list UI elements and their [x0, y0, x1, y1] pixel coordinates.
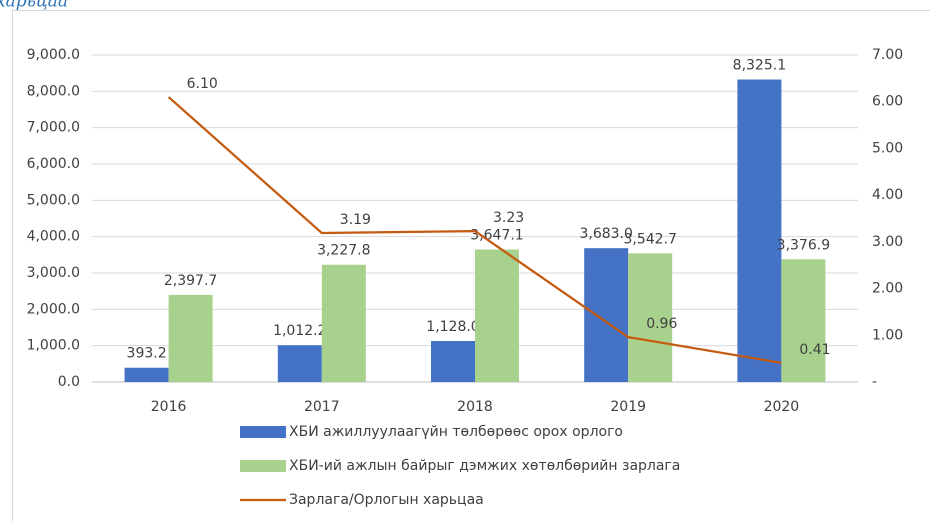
- x-tick-label: 2019: [610, 399, 646, 415]
- line-label: 6.10: [187, 76, 218, 92]
- data-label: 3,376.9: [777, 237, 830, 253]
- bar: [124, 367, 169, 382]
- y-tick-label: 8,000.0: [27, 83, 80, 99]
- bar: [431, 341, 475, 382]
- bar: [628, 253, 673, 382]
- x-tick-label: 2018: [457, 399, 493, 415]
- caption: харьцаа: [0, 0, 68, 12]
- y2-tick-label: 5.00: [872, 140, 903, 156]
- y-tick-label: 7,000.0: [27, 120, 80, 136]
- data-label: 3,647.1: [470, 227, 523, 243]
- legend-swatch: [240, 426, 286, 438]
- line: [167, 96, 782, 364]
- line-label: 0.41: [799, 342, 830, 358]
- y-tick-label: 1,000.0: [27, 338, 80, 354]
- y2-tick-label: 3.00: [872, 234, 903, 250]
- line-label: 3.19: [340, 212, 371, 228]
- bar: [737, 79, 782, 383]
- bar: [321, 264, 366, 382]
- y-tick-label: 3,000.0: [27, 265, 80, 281]
- data-label: 1,128.0: [426, 319, 479, 335]
- data-label: 1,012.2: [273, 323, 326, 339]
- x-tick-label: 2017: [304, 399, 340, 415]
- y-tick-label: 2,000.0: [27, 301, 80, 317]
- data-label: 393.2: [127, 346, 167, 362]
- legend-label: ХБИ-ий ажлын байрыг дэмжих хөтөлбөрийн з…: [289, 458, 680, 474]
- bar: [475, 249, 519, 382]
- y-tick-label: 6,000.0: [27, 156, 80, 172]
- y2-tick-label: -: [872, 374, 877, 390]
- data-label: 8,325.1: [733, 58, 786, 74]
- data-label: 3,542.7: [623, 231, 676, 247]
- y-tick-label: 9,000.0: [27, 47, 80, 63]
- y2-tick-label: 4.00: [872, 187, 903, 203]
- bar: [584, 248, 629, 382]
- legend-swatch: [240, 460, 286, 472]
- line-label: 0.96: [646, 316, 677, 332]
- x-tick-label: 2016: [151, 399, 187, 415]
- chart-frame: [12, 10, 930, 521]
- bar: [168, 294, 213, 382]
- x-tick-label: 2020: [764, 399, 800, 415]
- legend-label: ХБИ ажиллуулаагүйн төлбөрөөс орох орлого: [289, 424, 623, 440]
- y-tick-label: 4,000.0: [27, 229, 80, 245]
- data-label: 3,227.8: [317, 243, 370, 259]
- data-label: 3,683.0: [579, 226, 632, 242]
- bar: [277, 345, 322, 382]
- y-tick-label: 5,000.0: [27, 192, 80, 208]
- y2-tick-label: 6.00: [872, 94, 903, 110]
- y2-tick-label: 2.00: [872, 281, 903, 297]
- bar: [781, 259, 826, 382]
- data-label: 2,397.7: [164, 273, 217, 289]
- y-tick-label: 0.0: [58, 374, 80, 390]
- legend-label: Зарлага/Орлогын харьцаа: [289, 492, 484, 508]
- line-label: 3.23: [493, 210, 524, 226]
- y2-tick-label: 7.00: [872, 47, 903, 63]
- y2-tick-label: 1.00: [872, 327, 903, 343]
